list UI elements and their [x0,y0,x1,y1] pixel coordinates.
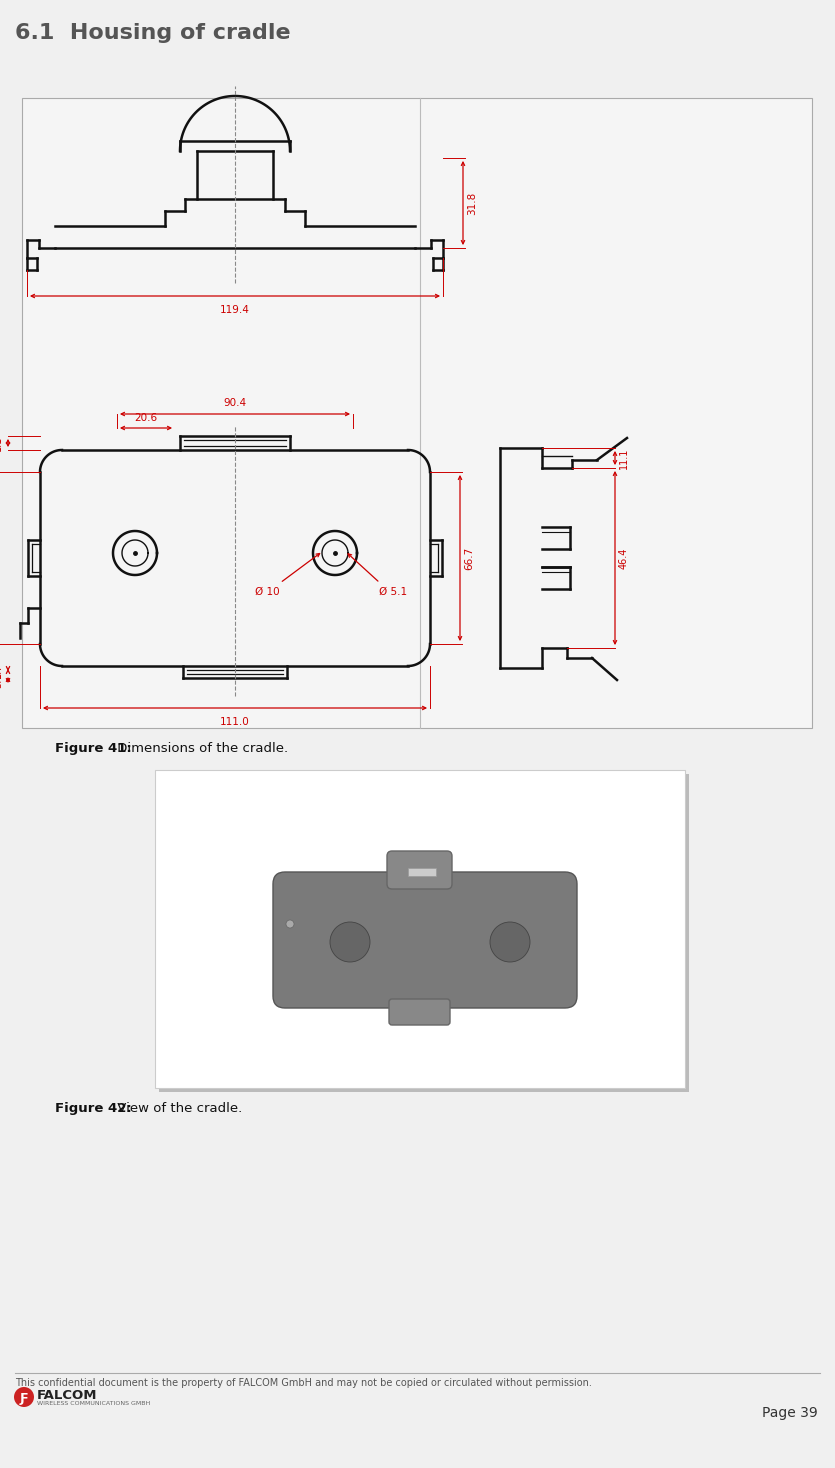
Text: Ø 10: Ø 10 [255,587,280,597]
Circle shape [14,1387,34,1406]
Text: Figure 42:: Figure 42: [55,1102,132,1116]
Bar [22,98,812,728]
Text: 119.4: 119.4 [220,305,250,316]
Text: FALCOM: FALCOM [37,1389,98,1402]
Circle shape [345,937,355,947]
Text: 20.6: 20.6 [134,413,158,423]
Text: 11.1: 11.1 [619,448,629,468]
FancyBboxPatch shape [389,1000,450,1025]
FancyBboxPatch shape [387,851,452,890]
Text: This confidential document is the property of FALCOM GmbH and may not be copied : This confidential document is the proper… [15,1378,592,1389]
Circle shape [505,937,515,947]
Text: Ƒ: Ƒ [20,1392,28,1405]
Text: Page 39: Page 39 [762,1406,818,1420]
Text: 1.7: 1.7 [0,662,3,678]
Text: Figure 41:: Figure 41: [55,741,132,755]
Bar [155,771,685,1088]
Circle shape [499,931,521,953]
Text: 46.4: 46.4 [619,548,629,568]
Text: 90.4: 90.4 [224,398,246,408]
Text: 6.1  Housing of cradle: 6.1 Housing of cradle [15,23,291,43]
Circle shape [339,931,361,953]
Text: Ø 5.1: Ø 5.1 [379,587,407,597]
Bar [408,868,436,876]
Circle shape [286,920,294,928]
Text: WIRELESS COMMUNICATIONS GMBH: WIRELESS COMMUNICATIONS GMBH [37,1400,150,1406]
Text: 1.1: 1.1 [0,436,3,451]
FancyBboxPatch shape [273,872,577,1009]
Text: Dimensions of the cradle.: Dimensions of the cradle. [113,741,288,755]
Circle shape [490,922,530,962]
Text: View of the cradle.: View of the cradle. [113,1102,242,1116]
Text: 5.7: 5.7 [0,672,3,687]
Circle shape [330,922,370,962]
Text: 111.0: 111.0 [220,716,250,727]
Text: 31.8: 31.8 [467,191,477,214]
Text: 66.7: 66.7 [464,546,474,570]
Bar [159,774,689,1092]
